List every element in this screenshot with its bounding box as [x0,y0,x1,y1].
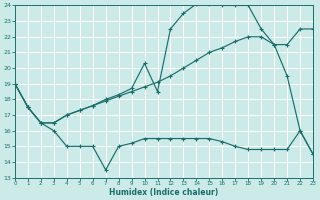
X-axis label: Humidex (Indice chaleur): Humidex (Indice chaleur) [109,188,219,197]
